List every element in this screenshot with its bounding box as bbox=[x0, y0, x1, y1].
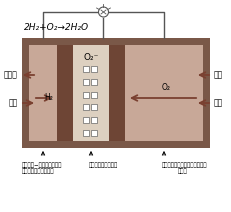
Bar bbox=[83, 92, 89, 98]
Bar bbox=[91, 92, 97, 98]
Text: 空気: 空気 bbox=[213, 99, 222, 107]
Text: 水蔓気: 水蔓気 bbox=[4, 71, 18, 80]
Bar bbox=[91, 79, 97, 85]
Bar bbox=[83, 130, 89, 136]
Bar bbox=[91, 104, 97, 110]
Bar bbox=[109, 45, 125, 141]
Circle shape bbox=[98, 7, 108, 17]
Text: H₂: H₂ bbox=[44, 93, 53, 102]
Bar bbox=[57, 45, 73, 141]
Text: ナイト: ナイト bbox=[177, 168, 187, 174]
Text: 空気極（＋）：ランタンマンガ: 空気極（＋）：ランタンマンガ bbox=[161, 162, 207, 168]
Text: O₂: O₂ bbox=[161, 84, 170, 92]
Bar bbox=[29, 45, 202, 141]
Bar bbox=[83, 104, 89, 110]
Text: 燃料極（−）：ニッケルー: 燃料極（−）：ニッケルー bbox=[22, 162, 62, 168]
Text: 電解質：ジルコニア: 電解質：ジルコニア bbox=[89, 162, 118, 168]
Text: ジルコニアサーメット: ジルコニアサーメット bbox=[22, 168, 54, 174]
Text: 水素: 水素 bbox=[9, 99, 18, 107]
Bar bbox=[91, 130, 97, 136]
Bar bbox=[83, 117, 89, 123]
Text: 空気: 空気 bbox=[213, 71, 222, 80]
Bar bbox=[83, 79, 89, 85]
Bar bbox=[83, 66, 89, 72]
Bar bbox=[22, 38, 209, 148]
Text: O₂⁻: O₂⁻ bbox=[83, 53, 98, 61]
Text: 2H₂+O₂→2H₂O: 2H₂+O₂→2H₂O bbox=[24, 24, 89, 32]
Bar bbox=[91, 66, 97, 72]
Bar bbox=[73, 45, 109, 141]
Bar bbox=[91, 117, 97, 123]
